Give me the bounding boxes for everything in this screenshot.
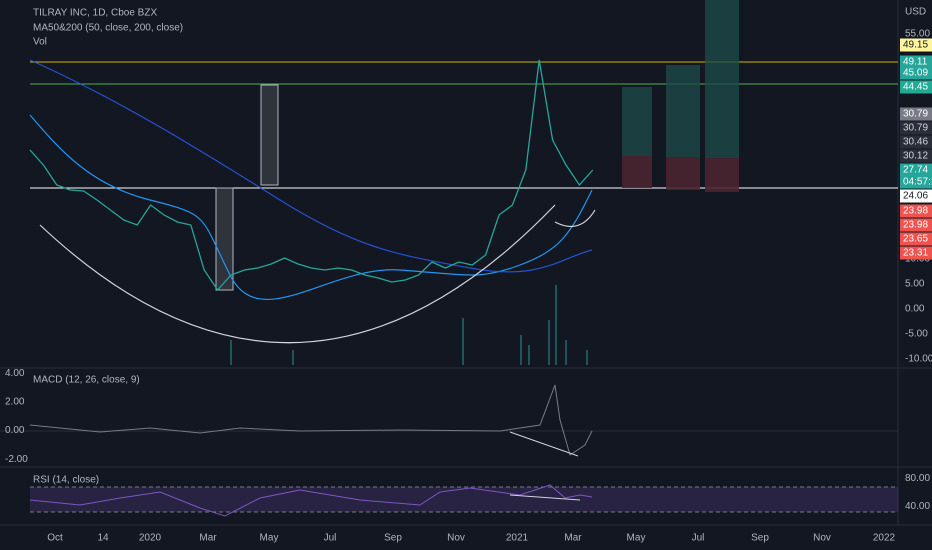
price-badge	[900, 175, 932, 189]
price-badge-label: 24.06	[903, 191, 928, 202]
time-label: Oct	[47, 533, 63, 544]
time-label: 2020	[139, 533, 162, 544]
price-tick-label: 0.00	[905, 304, 925, 315]
time-label: May	[627, 533, 646, 544]
price-tick-label: -5.00	[905, 329, 928, 340]
volume	[230, 285, 588, 365]
price-badge	[900, 163, 932, 177]
price-badge-label: 30.79	[903, 123, 928, 134]
macd-histogram	[29, 384, 593, 456]
long-stop	[666, 157, 700, 190]
price-badge-label: 45.09	[903, 68, 928, 79]
drawn-rect	[260, 84, 279, 186]
long-stop	[622, 156, 652, 188]
long-target	[705, 0, 739, 158]
rsi-tick-label: 40.00	[905, 501, 930, 512]
time-label: Jul	[324, 533, 337, 544]
time-label: Sep	[384, 533, 402, 544]
ma-legend: MA50&200 (50, close, 200, close)	[33, 23, 183, 34]
price-badge-label: 23.98	[903, 220, 928, 231]
rsi-band	[30, 487, 898, 512]
time-label: Nov	[813, 533, 831, 544]
rsi-tick-label: 80.00	[905, 473, 930, 484]
price-tick-label: 55.00	[905, 29, 930, 40]
time-label: Mar	[564, 533, 582, 544]
divergence-line	[509, 431, 579, 457]
ma200	[29, 59, 593, 273]
macd-tick-label: 4.00	[5, 368, 25, 379]
macd-tick-label: 2.00	[5, 397, 25, 408]
rsi-title: RSI (14, close)	[33, 475, 99, 486]
price-badge-label: 30.46	[903, 137, 928, 148]
macd-title: MACD (12, 26, close, 9)	[33, 375, 140, 386]
price-badge	[900, 149, 932, 163]
price-badge-label: 49.11	[903, 57, 928, 68]
price-badge	[900, 38, 932, 52]
time-label: Mar	[199, 533, 217, 544]
price-badge	[900, 121, 932, 135]
handle-drawing	[554, 209, 596, 228]
price-badge	[900, 66, 932, 80]
vol-legend: Vol	[33, 37, 47, 48]
rsi-line	[29, 484, 593, 517]
price-badge	[900, 232, 932, 246]
price-badge-label: 23.65	[903, 234, 928, 245]
symbol-title: TILRAY INC, 1D, Cboe BZX	[33, 8, 157, 19]
price-badge-label: 23.31	[903, 248, 928, 259]
price-badge	[900, 80, 932, 94]
long-target	[622, 87, 652, 156]
divergence-line	[509, 494, 581, 501]
price-badge	[900, 246, 932, 260]
time-label: 2022	[873, 533, 896, 544]
macd-tick-label: 0.00	[5, 425, 25, 436]
time-label: May	[260, 533, 279, 544]
time-label: 14	[97, 533, 109, 544]
time-label: Nov	[447, 533, 465, 544]
price-badge-label: 30.79	[903, 109, 928, 120]
price-badge-label: 27.74	[903, 165, 928, 176]
currency: USD	[905, 7, 926, 18]
price-badge	[900, 204, 932, 218]
price-badge-label: 49.15	[903, 40, 928, 51]
price-badge	[900, 189, 932, 203]
ma50	[29, 114, 593, 301]
price-badge-label: 30.12	[903, 151, 928, 162]
price-badge-label: 44.45	[903, 82, 928, 93]
price-badge-label: 04:57:11	[903, 177, 932, 188]
price-line	[29, 59, 594, 292]
price-badge	[900, 135, 932, 149]
time-label: Sep	[751, 533, 769, 544]
long-stop	[705, 158, 739, 192]
time-label: Jul	[692, 533, 705, 544]
price-tick-label: -10.00	[905, 354, 932, 365]
macd-tick-label: -2.00	[5, 454, 28, 465]
price-tick-label: 5.00	[905, 279, 925, 290]
drawn-rect	[215, 187, 234, 291]
price-badge	[900, 55, 932, 69]
price-badge	[900, 107, 932, 121]
long-target	[666, 65, 700, 157]
price-badge	[900, 218, 932, 232]
cup-drawing	[39, 204, 556, 344]
time-label: 2021	[506, 533, 529, 544]
price-badge-label: 23.98	[903, 206, 928, 217]
